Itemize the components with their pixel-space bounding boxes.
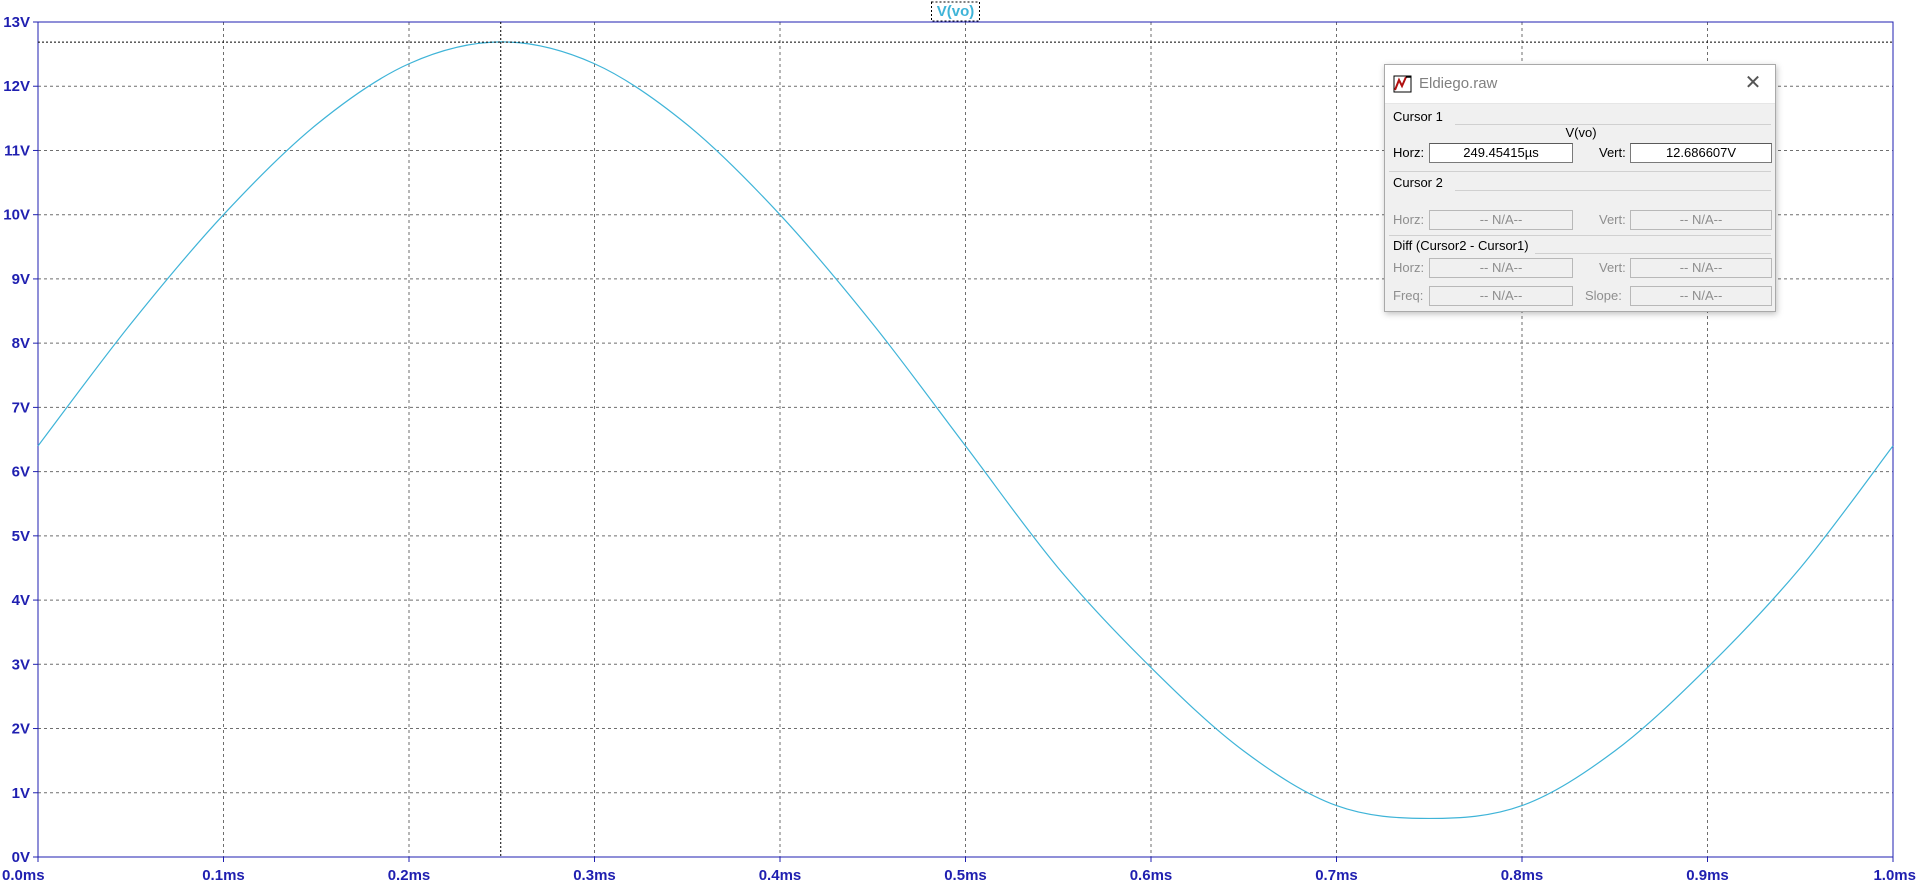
diff-freq-label: Freq: xyxy=(1393,288,1424,303)
cursor1-trace-name: V(vo) xyxy=(1565,125,1597,140)
separator xyxy=(1389,235,1771,236)
cursor-dialog[interactable]: Eldiego.raw ✕ Cursor 1 V(vo) Horz: 249.4… xyxy=(1384,64,1776,312)
diff-heading: Diff (Cursor2 - Cursor1) xyxy=(1393,238,1529,253)
diff-vert-label: Vert: xyxy=(1599,260,1626,275)
diff-vert-field: -- N/A-- xyxy=(1630,258,1772,278)
trace-vo-line[interactable] xyxy=(37,41,1894,820)
x-tick-label: 0.3ms xyxy=(573,867,616,884)
y-tick-label: 10V xyxy=(3,207,30,224)
dialog-titlebar[interactable]: Eldiego.raw ✕ xyxy=(1385,65,1775,104)
separator xyxy=(1535,253,1771,254)
x-axis-labels: 0.0ms 0.1ms 0.2ms 0.3ms 0.4ms 0.5ms 0.6ms 0.7ms… xyxy=(2,867,1916,884)
cursor2-horz-label: Horz: xyxy=(1393,212,1425,227)
y-tick-label: 13V xyxy=(3,14,30,31)
cursor2-heading: Cursor 2 xyxy=(1393,175,1443,190)
trace-label-box xyxy=(931,1,980,22)
y-tick-label: 3V xyxy=(12,656,30,673)
separator xyxy=(1389,171,1771,172)
x-tick-label: 0.1ms xyxy=(202,867,245,884)
x-tick-label: 0.8ms xyxy=(1501,867,1544,884)
diff-horz-label: Horz: xyxy=(1393,260,1425,275)
x-tick-label: 0.2ms xyxy=(388,867,431,884)
x-tick-label: 0.0ms xyxy=(2,867,45,884)
close-icon[interactable]: ✕ xyxy=(1744,72,1762,94)
cursor2-vert-label: Vert: xyxy=(1599,212,1626,227)
x-tick-label: 0.9ms xyxy=(1686,867,1729,884)
y-tick-label: 5V xyxy=(12,528,30,545)
cursor1-vert-field[interactable]: 12.686607V xyxy=(1630,143,1772,163)
separator xyxy=(1455,190,1771,191)
y-tick-label: 2V xyxy=(12,721,30,738)
cursor1-vert-label: Vert: xyxy=(1599,145,1626,160)
y-tick-label: 11V xyxy=(4,142,30,159)
diff-slope-label: Slope: xyxy=(1585,288,1622,303)
cursor1-heading: Cursor 1 xyxy=(1393,109,1443,124)
cursor1-horz-label: Horz: xyxy=(1393,145,1425,160)
dialog-title: Eldiego.raw xyxy=(1419,75,1498,92)
cursor2-vert-field: -- N/A-- xyxy=(1630,210,1772,230)
x-tick-label: 0.6ms xyxy=(1130,867,1173,884)
y-tick-label: 9V xyxy=(12,271,30,288)
x-tick-label: 1.0ms xyxy=(1873,867,1916,884)
x-tick-label: 0.5ms xyxy=(944,867,987,884)
y-tick-label: 4V xyxy=(12,592,30,609)
diff-freq-field: -- N/A-- xyxy=(1429,286,1573,306)
separator xyxy=(1455,124,1771,125)
cursor1-horz-field[interactable]: 249.45415µs xyxy=(1429,143,1573,163)
y-tick-label: 6V xyxy=(12,464,30,481)
y-tick-label: 0V xyxy=(12,849,30,866)
y-tick-label: 7V xyxy=(12,399,30,416)
diff-horz-field: -- N/A-- xyxy=(1429,258,1573,278)
trace-label[interactable]: V(vo) xyxy=(937,3,975,20)
y-tick-label: 8V xyxy=(12,335,30,352)
x-tick-label: 0.7ms xyxy=(1315,867,1358,884)
waveform-app-icon xyxy=(1393,75,1412,93)
diff-slope-field: -- N/A-- xyxy=(1630,286,1772,306)
y-axis-labels: 0V 1V 2V 3V 4V 5V 6V 7V 8V 9V 10V 11V 12V 13V xyxy=(3,14,30,866)
y-tick-label: 12V xyxy=(3,78,30,95)
cursor2-horz-field: -- N/A-- xyxy=(1429,210,1573,230)
axis-ticks xyxy=(33,21,1894,862)
x-tick-label: 0.4ms xyxy=(759,867,802,884)
y-tick-label: 1V xyxy=(12,785,30,802)
